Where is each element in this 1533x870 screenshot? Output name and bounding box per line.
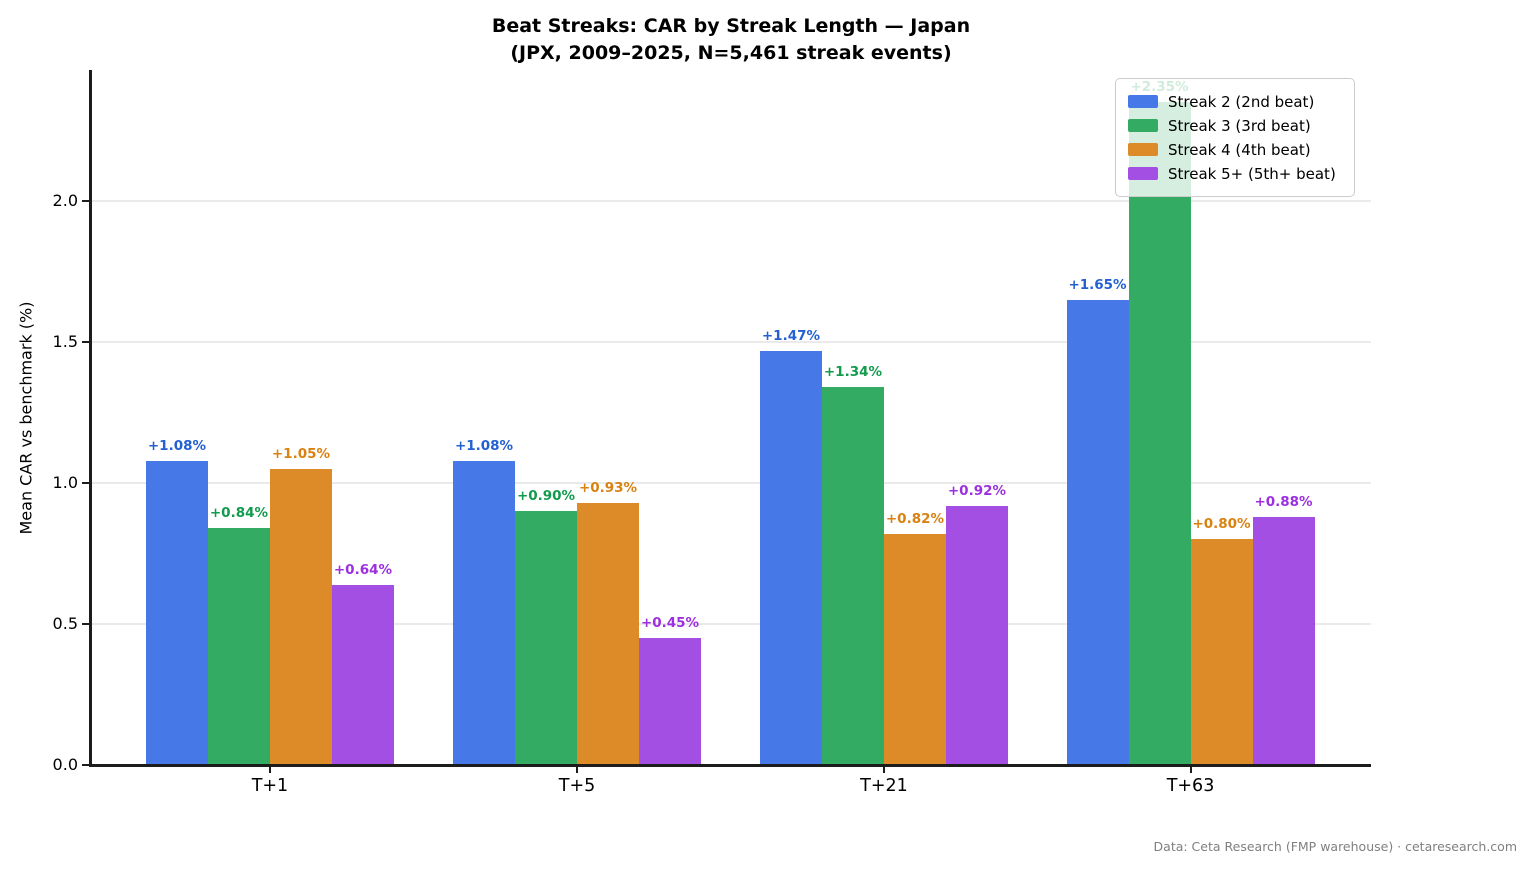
x-tick-mark-T+63 (1189, 766, 1192, 773)
gridline-1.5 (91, 341, 1371, 344)
bar-T+63-series-1 (1066, 299, 1129, 765)
bar-T+21-series-3 (883, 533, 946, 765)
gridline-2.0 (91, 200, 1371, 203)
bar-label-T+21-series-1: +1.47% (761, 327, 821, 344)
x-axis-spine (89, 764, 1371, 767)
y-tick-mark-0.0 (82, 764, 89, 766)
bar-label-T+5-series-1: +1.08% (454, 437, 514, 454)
legend-item-3: Streak 4 (4th beat) (1128, 139, 1336, 160)
bar-label-T+1-series-4: +0.64% (333, 561, 393, 578)
x-tick-label-T+5: T+5 (558, 776, 596, 796)
y-tick-label-1.0: 1.0 (52, 473, 78, 493)
y-tick-label-0.0: 0.0 (52, 755, 78, 774)
plot-area: +1.08% +0.84% +1.05% +0.64% +1.08% +0.90% +0.9… (91, 70, 1371, 765)
bar-label-T+63-series-3: +0.80% (1192, 516, 1251, 533)
y-tick-mark-2.0 (82, 200, 89, 203)
chart-title: Beat Streaks: CAR by Streak Length — Jap… (491, 15, 971, 37)
y-tick-label-2.0: 2.0 (52, 191, 78, 211)
legend-swatch-2 (1128, 119, 1158, 132)
bar-label-T+1-series-2: +0.84% (209, 505, 269, 522)
bar-label-T+1-series-3: +1.05% (271, 445, 331, 462)
bar-T+63-series-2 (1128, 102, 1191, 765)
bar-T+1-series-2 (207, 528, 270, 765)
bar-label-T+21-series-2: +1.34% (823, 364, 883, 381)
bar-label-T+5-series-2: +0.90% (516, 488, 576, 505)
bar-T+5-series-1 (453, 460, 516, 765)
chart-subtitle: (JPX, 2009–2025, N=5,461 streak events) (510, 42, 952, 64)
y-tick-label-0.5: 0.5 (52, 614, 78, 634)
gridline-1.0 (91, 482, 1371, 485)
y-axis-spine (89, 70, 92, 766)
bar-T+1-series-4 (331, 584, 394, 765)
y-tick-mark-1.5 (82, 341, 89, 344)
bar-T+21-series-1 (759, 350, 822, 765)
gridline-0.5 (91, 623, 1371, 626)
bar-T+21-series-4 (945, 505, 1008, 765)
footer-attribution: Data: Ceta Research (FMP warehouse) · ce… (1153, 839, 1517, 854)
x-tick-label-T+63: T+63 (1166, 776, 1215, 796)
bar-T+5-series-4 (639, 638, 702, 765)
legend-item-1: Streak 2 (2nd beat) (1128, 91, 1336, 112)
legend-item-2: Streak 3 (3rd beat) (1128, 115, 1336, 136)
y-tick-label-1.5: 1.5 (52, 332, 78, 352)
legend: Streak 2 (2nd beat) Streak 3 (3rd beat) St… (1115, 78, 1355, 197)
x-tick-mark-T+21 (882, 766, 885, 773)
bar-label-T+5-series-3: +0.93% (578, 479, 638, 496)
bar-label-T+21-series-4: +0.92% (947, 482, 1007, 499)
bar-label-T+63-series-1: +1.65% (1068, 276, 1127, 293)
legend-swatch-3 (1128, 143, 1158, 156)
legend-swatch-1 (1128, 95, 1158, 108)
chart-title-block: Beat Streaks: CAR by Streak Length — Jap… (91, 12, 1371, 67)
legend-label-2: Streak 3 (3rd beat) (1168, 116, 1311, 135)
x-tick-mark-T+5 (576, 766, 579, 773)
bar-label-T+63-series-4: +0.88% (1254, 493, 1313, 510)
legend-item-4: Streak 5+ (5th+ beat) (1128, 163, 1336, 184)
legend-label-1: Streak 2 (2nd beat) (1168, 92, 1315, 111)
x-tick-mark-T+1 (268, 766, 271, 773)
bar-T+63-series-4 (1252, 516, 1315, 765)
legend-label-3: Streak 4 (4th beat) (1168, 140, 1311, 159)
bar-label-T+5-series-4: +0.45% (640, 615, 700, 632)
bar-T+1-series-1 (145, 460, 208, 765)
y-tick-mark-1.0 (82, 482, 89, 485)
bar-label-T+21-series-3: +0.82% (885, 510, 945, 527)
bar-label-T+1-series-1: +1.08% (147, 437, 207, 454)
bar-T+63-series-3 (1190, 539, 1253, 765)
legend-label-4: Streak 5+ (5th+ beat) (1168, 164, 1336, 183)
x-tick-label-T+1: T+1 (251, 776, 289, 796)
bar-T+1-series-3 (269, 468, 332, 765)
bar-T+5-series-2 (515, 511, 578, 765)
bar-T+21-series-2 (821, 387, 884, 765)
legend-swatch-4 (1128, 167, 1158, 180)
y-tick-mark-0.5 (82, 623, 89, 626)
x-tick-label-T+21: T+21 (860, 776, 908, 796)
bar-T+5-series-3 (577, 502, 640, 765)
